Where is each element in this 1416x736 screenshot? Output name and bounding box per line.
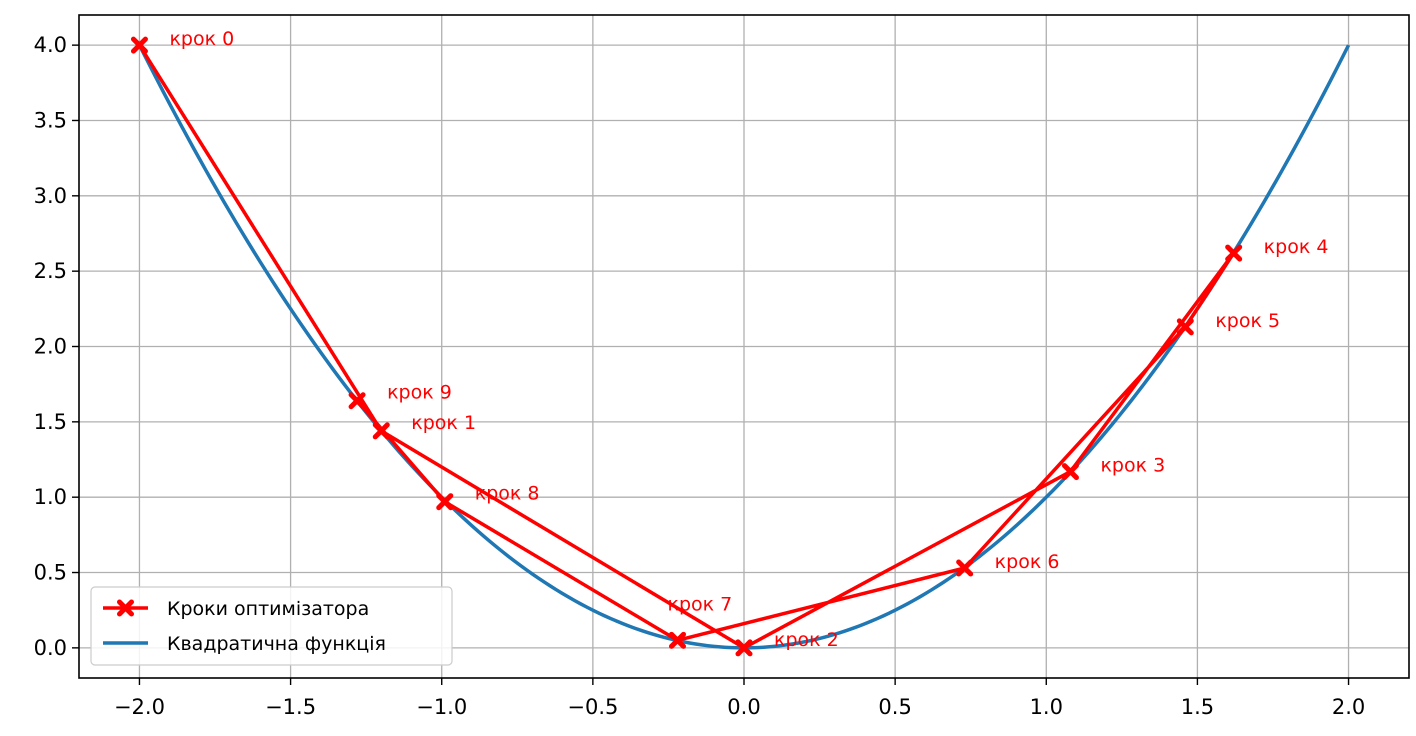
y-tick-label: 3.5	[34, 108, 67, 132]
marker-stroke	[735, 639, 753, 657]
legend-box	[90, 586, 453, 666]
marker-stroke	[130, 36, 148, 54]
step-label: крок 9	[387, 382, 452, 404]
y-axis-ticks: 0.0 0.5 1.0 1.5 2.0 2.5 3.0 3.5 4.0	[34, 33, 79, 660]
x-tick-label: −0.5	[567, 695, 618, 719]
step-marker	[956, 559, 974, 577]
x-tick-label: −1.0	[416, 695, 467, 719]
steps-layer	[130, 36, 1243, 657]
optimizer-path	[137, 44, 1236, 650]
legend-label-quadratic: Квадратична функція	[167, 633, 386, 655]
step-label: крок 3	[1100, 455, 1165, 477]
step-marker	[130, 36, 148, 54]
marker-stroke	[669, 631, 686, 649]
y-tick-label: 2.5	[34, 259, 67, 283]
y-tick-label: 0.0	[34, 636, 67, 660]
x-tick-label: 0.0	[727, 695, 760, 719]
marker-stroke	[1176, 318, 1194, 336]
marker-stroke	[956, 559, 974, 577]
step-marker	[436, 493, 454, 511]
y-tick-label: 0.5	[34, 561, 67, 585]
step-marker	[1176, 318, 1194, 336]
step-label: крок 1	[411, 412, 476, 434]
marker-stroke	[117, 599, 134, 617]
marker-stroke	[372, 422, 390, 440]
y-tick-label: 4.0	[34, 33, 67, 57]
y-tick-label: 1.5	[34, 410, 67, 434]
marker-stroke	[1061, 463, 1079, 481]
y-tick-label: 2.0	[34, 335, 67, 359]
step-label: крок 2	[774, 629, 839, 651]
legend: Кроки оптимізатора Квадратична функція	[90, 586, 453, 666]
marker-stroke	[1225, 244, 1243, 262]
x-tick-label: −2.0	[114, 695, 165, 719]
marker-stroke	[436, 493, 454, 511]
step-label: крок 8	[475, 483, 540, 505]
step-marker	[372, 422, 390, 440]
step-label: крок 6	[995, 551, 1060, 573]
step-marker	[1225, 244, 1243, 262]
legend-x-marker	[117, 599, 134, 617]
step-label: крок 7	[668, 593, 733, 615]
x-tick-label: −1.5	[265, 695, 316, 719]
step-marker	[1061, 463, 1079, 481]
step-marker	[669, 631, 686, 649]
legend-marker-steps	[117, 599, 134, 617]
step-label: крок 4	[1264, 236, 1329, 258]
y-tick-label: 1.0	[34, 485, 67, 509]
step-marker	[735, 639, 753, 657]
step-labels: крок 0 крок 1 крок 2 крок 3 крок 4 крок 5 крок…	[169, 28, 1328, 651]
x-tick-label: 0.5	[878, 695, 911, 719]
x-tick-label: 1.0	[1030, 695, 1063, 719]
x-tick-label: 1.5	[1181, 695, 1214, 719]
step-label: крок 0	[169, 28, 234, 50]
y-tick-label: 3.0	[34, 184, 67, 208]
step-marker	[348, 392, 366, 410]
x-tick-label: 2.0	[1332, 695, 1365, 719]
x-axis-ticks: −2.0 −1.5 −1.0 −0.5 0.0 0.5 1.0 1.5 2.0	[114, 678, 1365, 719]
marker-stroke	[348, 392, 366, 410]
step-label: крок 5	[1215, 310, 1280, 332]
legend-label-steps: Кроки оптимізатора	[167, 598, 369, 620]
